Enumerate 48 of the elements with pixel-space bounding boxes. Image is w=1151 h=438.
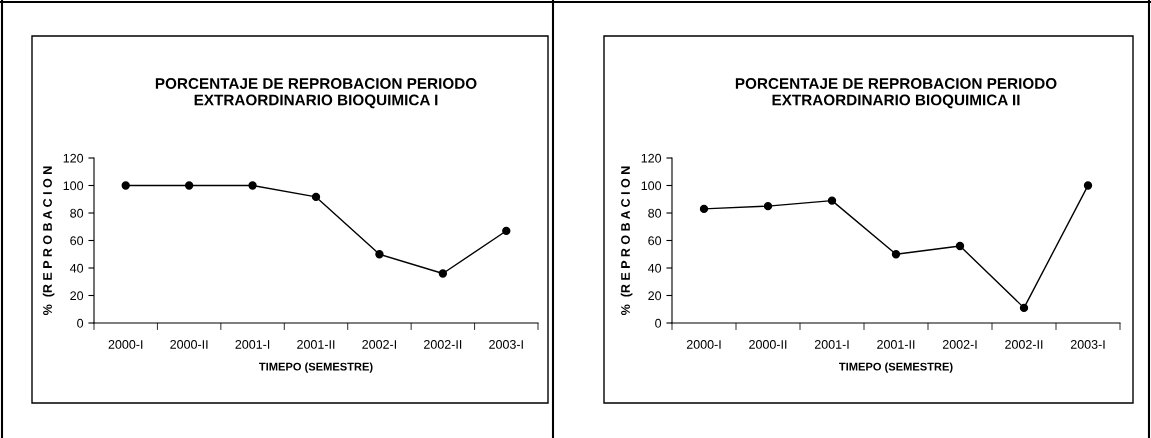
x-tick-label: 2000-II	[749, 340, 787, 349]
y-axis-title: % (R E P R O B A C I O N	[620, 166, 633, 315]
y-tick-label: 100	[63, 181, 84, 191]
point	[891, 250, 901, 259]
point	[375, 250, 384, 259]
y-tick-label: 80	[648, 208, 662, 218]
chart-title: PORCENTAJE DE REPROBACION PERIODO EXTRAORDINARIO BIOQUIMICA I	[155, 78, 477, 109]
point	[699, 204, 709, 214]
y-axis-title: % (R E P R O B A C I O N	[42, 166, 55, 315]
y-tick-label: 40	[647, 263, 662, 273]
y-tick-label: 0	[655, 318, 662, 328]
x-tick-label: 2001-II	[297, 340, 335, 349]
y-tick-label: 40	[69, 263, 84, 273]
point	[121, 181, 130, 190]
y-tick-label: 60	[648, 236, 662, 246]
x-axis-title: TIMEPO (SEMESTRE)	[839, 362, 953, 373]
chart-title: PORCENTAJE DE REPROBACION PERIODO EXTRAORDINARIO BIOQUIMICA II	[735, 78, 1057, 109]
x-tick-label: 2002-II	[1005, 340, 1043, 349]
x-tick-label: 2002-I	[362, 340, 396, 349]
y-tick-label: 120	[641, 153, 662, 163]
y-tick-label: 80	[70, 208, 84, 218]
point	[184, 181, 194, 190]
point	[955, 241, 965, 251]
x-tick-label: 2002-II	[424, 340, 462, 349]
point	[311, 192, 321, 202]
point	[248, 181, 257, 190]
x-tick-label: 2001-II	[877, 340, 915, 349]
y-tick-label: 20	[70, 291, 84, 301]
point	[1019, 303, 1029, 313]
x-axis-title: TIMEPO (SEMESTRE)	[259, 362, 373, 373]
x-tick-label: 2001-I	[814, 340, 849, 349]
x-tick-label: 2000-II	[170, 340, 208, 349]
x-tick-label: 2001-I	[235, 340, 270, 349]
x-tick-label: 2000-I	[686, 340, 721, 349]
x-tick-label: 2003-I	[489, 340, 523, 349]
y-tick-label: 60	[70, 236, 84, 246]
y-tick-label: 0	[77, 318, 84, 328]
x-tick-label: 2002-I	[942, 340, 977, 349]
point	[438, 269, 448, 278]
y-tick-label: 120	[63, 153, 84, 163]
y-tick-label: 20	[648, 291, 662, 301]
x-tick-label: 2003-I	[1070, 340, 1105, 349]
point	[1083, 181, 1093, 190]
x-tick-label: 2000-I	[108, 340, 143, 349]
point	[502, 226, 511, 236]
y-tick-label: 100	[641, 181, 662, 191]
point	[827, 196, 837, 205]
point	[763, 201, 773, 211]
